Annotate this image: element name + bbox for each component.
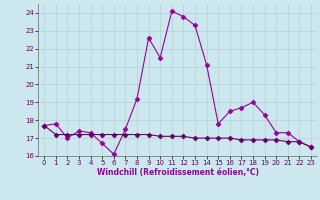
X-axis label: Windchill (Refroidissement éolien,°C): Windchill (Refroidissement éolien,°C) [97,168,259,177]
